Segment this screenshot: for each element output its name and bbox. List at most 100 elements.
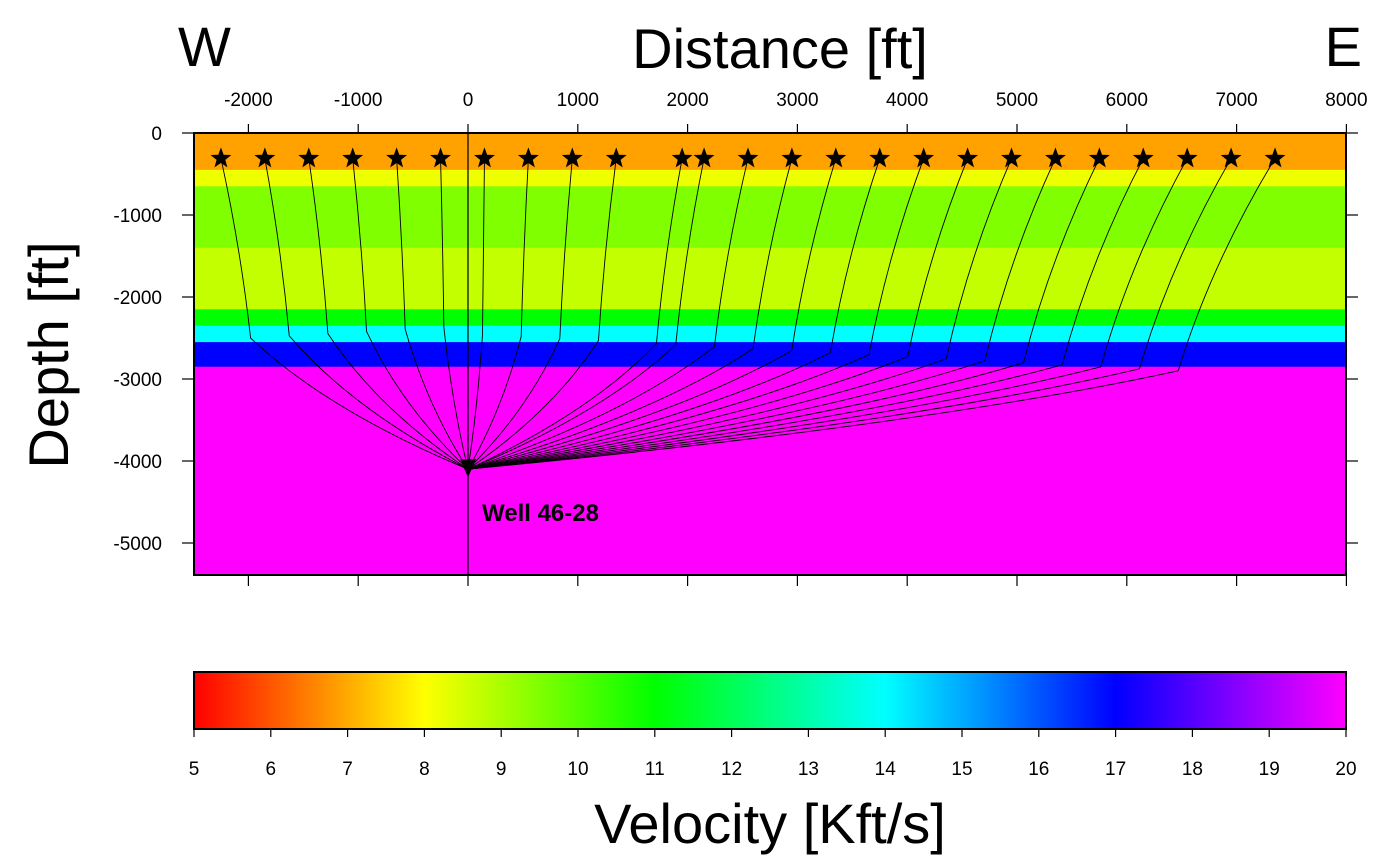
- ray-path: [467, 158, 1056, 470]
- depth-tick-label: -5000: [113, 534, 162, 555]
- colorbar-tick-label: 11: [645, 759, 665, 780]
- ray-paths: [220, 158, 1276, 470]
- depth-ticks: 0 -1000 -2000 -3000 -4000 -5000: [113, 124, 1358, 555]
- colorbar-tick-label: 13: [798, 759, 819, 780]
- star-icon: [605, 147, 627, 168]
- star-icon: [210, 147, 232, 168]
- east-label: E: [1325, 15, 1362, 78]
- velocity-layer: [194, 342, 1346, 368]
- star-icon: [957, 147, 979, 168]
- velocity-layer: [194, 247, 1346, 310]
- velocity-layer: [194, 169, 1346, 187]
- velocity-colorbar: [193, 671, 1347, 730]
- colorbar-tick-label: 8: [419, 759, 430, 780]
- distance-tick-label: 1000: [557, 90, 599, 111]
- ray-path: [467, 158, 1144, 470]
- ray-path: [467, 158, 1232, 470]
- ray-path: [396, 158, 469, 470]
- star-icon: [298, 147, 320, 168]
- distance-tick-label: 4000: [886, 90, 928, 111]
- distance-axis-title: Distance [ft]: [632, 17, 928, 80]
- star-icon: [1132, 147, 1154, 168]
- ray-path: [467, 158, 1012, 470]
- well-label: Well 46-28: [482, 500, 599, 527]
- ray-path: [467, 158, 529, 470]
- depth-tick-label: -4000: [113, 452, 162, 473]
- ray-path: [352, 158, 469, 470]
- ray-path: [467, 158, 969, 470]
- colorbar-tick-label: 10: [567, 759, 588, 780]
- star-icon: [1044, 147, 1066, 168]
- distance-tick-label: 6000: [1106, 90, 1148, 111]
- distance-tick-label: -1000: [334, 90, 383, 111]
- star-icon: [737, 147, 759, 168]
- depth-tick-label: -3000: [113, 370, 162, 391]
- star-icon: [254, 147, 276, 168]
- colorbar-tick-label: 9: [496, 759, 507, 780]
- ray-path: [467, 158, 1188, 470]
- star-icon: [342, 147, 364, 168]
- depth-axis-title: Depth [ft]: [17, 241, 80, 468]
- star-icon: [913, 147, 935, 168]
- ray-path: [220, 158, 469, 470]
- ray-path: [467, 158, 485, 470]
- ray-path: [467, 158, 881, 470]
- ray-path: [467, 158, 837, 470]
- distance-tick-label: 2000: [666, 90, 708, 111]
- star-icon: [1220, 147, 1242, 168]
- distance-tick-label: -2000: [224, 90, 273, 111]
- colorbar-tick-label: 14: [875, 759, 897, 780]
- star-icon: [671, 147, 693, 168]
- colorbar-tick-label: 15: [951, 759, 972, 780]
- triangle-down-icon: [460, 459, 476, 478]
- velocity-layer: [194, 309, 1346, 327]
- star-icon: [1176, 147, 1198, 168]
- star-icon: [386, 147, 408, 168]
- ray-path: [467, 158, 705, 470]
- colorbar-tick-label: 16: [1028, 759, 1049, 780]
- distance-tick-label: 0: [463, 90, 474, 111]
- ray-path: [467, 158, 793, 470]
- west-label: W: [178, 15, 231, 78]
- ray-path: [467, 158, 617, 470]
- ray-path: [467, 158, 1276, 470]
- distance-tick-label: 8000: [1325, 90, 1367, 111]
- colorbar-ticks: 5 6 7 8 9 10 11 12 13 14 15 16 17 18 19 20: [189, 729, 1357, 780]
- distance-tick-label: 3000: [776, 90, 818, 111]
- star-icon: [561, 147, 583, 168]
- star-icon: [517, 147, 539, 168]
- depth-tick-label: 0: [151, 124, 162, 145]
- colorbar-tick-label: 7: [342, 759, 353, 780]
- star-icon: [430, 147, 452, 168]
- ray-path: [308, 158, 469, 470]
- ray-path: [467, 158, 749, 470]
- ray-path: [264, 158, 469, 470]
- colorbar-tick-label: 18: [1182, 759, 1203, 780]
- colorbar-tick-label: 20: [1335, 759, 1356, 780]
- ray-path: [440, 158, 469, 470]
- star-icon: [869, 147, 891, 168]
- star-icon: [1088, 147, 1110, 168]
- ray-path: [467, 158, 573, 470]
- distance-tick-label: 7000: [1215, 90, 1257, 111]
- velocity-layers: [194, 133, 1346, 576]
- star-icon: [825, 147, 847, 168]
- star-icon: [1001, 147, 1022, 168]
- velocity-layer: [194, 186, 1346, 249]
- colorbar-tick-label: 5: [189, 759, 200, 780]
- colorbar-tick-label: 17: [1105, 759, 1126, 780]
- star-icon: [781, 147, 803, 168]
- velocity-layer: [194, 366, 1346, 576]
- colorbar-tick-label: 19: [1259, 759, 1280, 780]
- source-markers: [210, 147, 1286, 168]
- depth-tick-label: -2000: [113, 288, 162, 309]
- ray-path: [467, 158, 683, 470]
- star-icon: [474, 147, 495, 168]
- velocity-layer: [194, 133, 1346, 171]
- depth-tick-label: -1000: [113, 206, 162, 227]
- distance-tick-label: 5000: [996, 90, 1038, 111]
- colorbar-tick-label: 6: [266, 759, 277, 780]
- star-icon: [693, 147, 715, 168]
- colorbar-tick-label: 12: [721, 759, 742, 780]
